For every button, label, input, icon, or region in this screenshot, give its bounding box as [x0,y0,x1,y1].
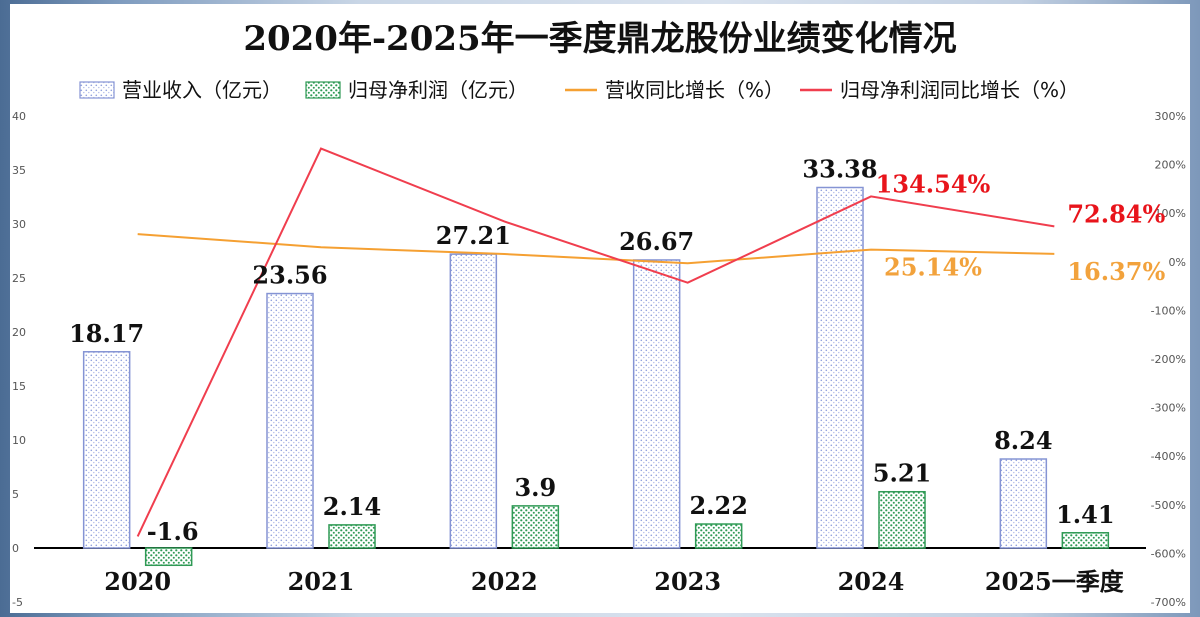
profit-value-label: 2.22 [689,491,747,520]
y-left-tick-label: 30 [12,218,26,231]
legend-label: 营收同比增长（%） [605,78,784,102]
profit-bar [694,523,743,549]
y-left-tick-label: 35 [12,164,26,177]
legend-swatch [79,81,115,99]
y-left-tick-label: 10 [12,434,26,447]
revenue-value-label: 8.24 [994,426,1052,455]
data-labels: 18.17 23.56 27.21 26.67 33.38 8.24 -1.6 2.14 3.9… [69,154,1165,546]
y-right-tick-label: 100% [1155,207,1186,220]
profit-value-label: 1.41 [1056,500,1114,529]
revenue-value-label: 26.67 [619,227,694,256]
chart-frame: 2020年-2025年一季度鼎龙股份业绩变化情况 营业收入（亿元） 归母净利润（亿… [10,4,1190,613]
y-right-tick-label: -200% [1151,353,1186,366]
profit-bar [878,490,926,549]
y-left-tick-label: 40 [12,110,26,123]
revenue-value-label: 23.56 [252,261,327,290]
profit-growth-line [136,147,1055,537]
x-category-label: 2025一季度 [985,567,1125,596]
revenue-bar [449,253,498,549]
profit-value-label: -1.6 [147,517,199,546]
revenue-growth-line [137,233,1055,265]
y-right-tick-label: 200% [1155,159,1186,172]
revenue-bar [999,458,1048,549]
x-category-label: 2021 [288,567,355,596]
y-left-tick-label: 5 [12,488,19,501]
y-left-tick-label: -5 [12,596,23,609]
revenue-bar [266,292,314,549]
legend-label: 归母净利润（亿元） [348,78,528,102]
bars [82,186,1110,567]
lines [136,147,1055,537]
y-left-tick-label: 0 [12,542,19,555]
y-right-tick-label: -300% [1151,402,1186,415]
legend-label: 归母净利润同比增长（%） [840,78,1079,102]
profit-growth-label: 72.84% [1067,199,1165,228]
profit-value-label: 3.9 [514,473,556,502]
x-category-label: 2023 [654,567,721,596]
x-category-label: 2024 [838,567,905,596]
y-left-tick-label: 25 [12,272,26,285]
revenue-bar [632,259,681,549]
legend-label: 营业收入（亿元） [122,78,282,102]
revenue-value-label: 27.21 [436,221,511,250]
revenue-growth-label: 16.37% [1067,257,1165,286]
y-right-tick-label: -100% [1151,304,1186,317]
y-right-tick-label: -600% [1151,547,1186,560]
profit-bar [144,547,193,567]
profit-growth-label: 134.54% [876,169,991,198]
y-right-tick-label: 0% [1169,256,1186,269]
profit-bar [511,505,560,549]
profit-value-label: 2.14 [323,492,381,521]
x-category-label: 2022 [471,567,538,596]
y-right-tick-label: -400% [1151,450,1186,463]
legend-swatch [305,81,341,99]
watermark-text: 雪球 [898,569,958,604]
y-right-tick-label: -500% [1151,499,1186,512]
profit-value-label: 5.21 [873,459,931,488]
revenue-bar [82,351,131,549]
y-right-tick-label: 300% [1155,110,1186,123]
legend: 营业收入（亿元） 归母净利润（亿元） 营收同比增长（%） 归母净利润同比增长（%） [79,78,1079,102]
y-right-tick-label: -700% [1151,596,1186,609]
revenue-value-label: 33.38 [802,154,877,183]
axes: -5 0 5 10 15 20 25 30 35 40 -700% -600% -500% -400% -3… [12,110,1186,609]
revenue-value-label: 18.17 [69,319,144,348]
profit-bar [1061,532,1110,549]
y-left-tick-label: 15 [12,380,26,393]
x-category-label: 2020 [104,567,171,596]
revenue-bar [816,186,864,549]
revenue-growth-label: 25.14% [884,253,982,282]
performance-chart: 2020年-2025年一季度鼎龙股份业绩变化情况 营业收入（亿元） 归母净利润（亿… [12,19,1186,609]
chart-title: 2020年-2025年一季度鼎龙股份业绩变化情况 [243,19,956,59]
y-left-tick-label: 20 [12,326,26,339]
profit-bar [328,524,376,549]
